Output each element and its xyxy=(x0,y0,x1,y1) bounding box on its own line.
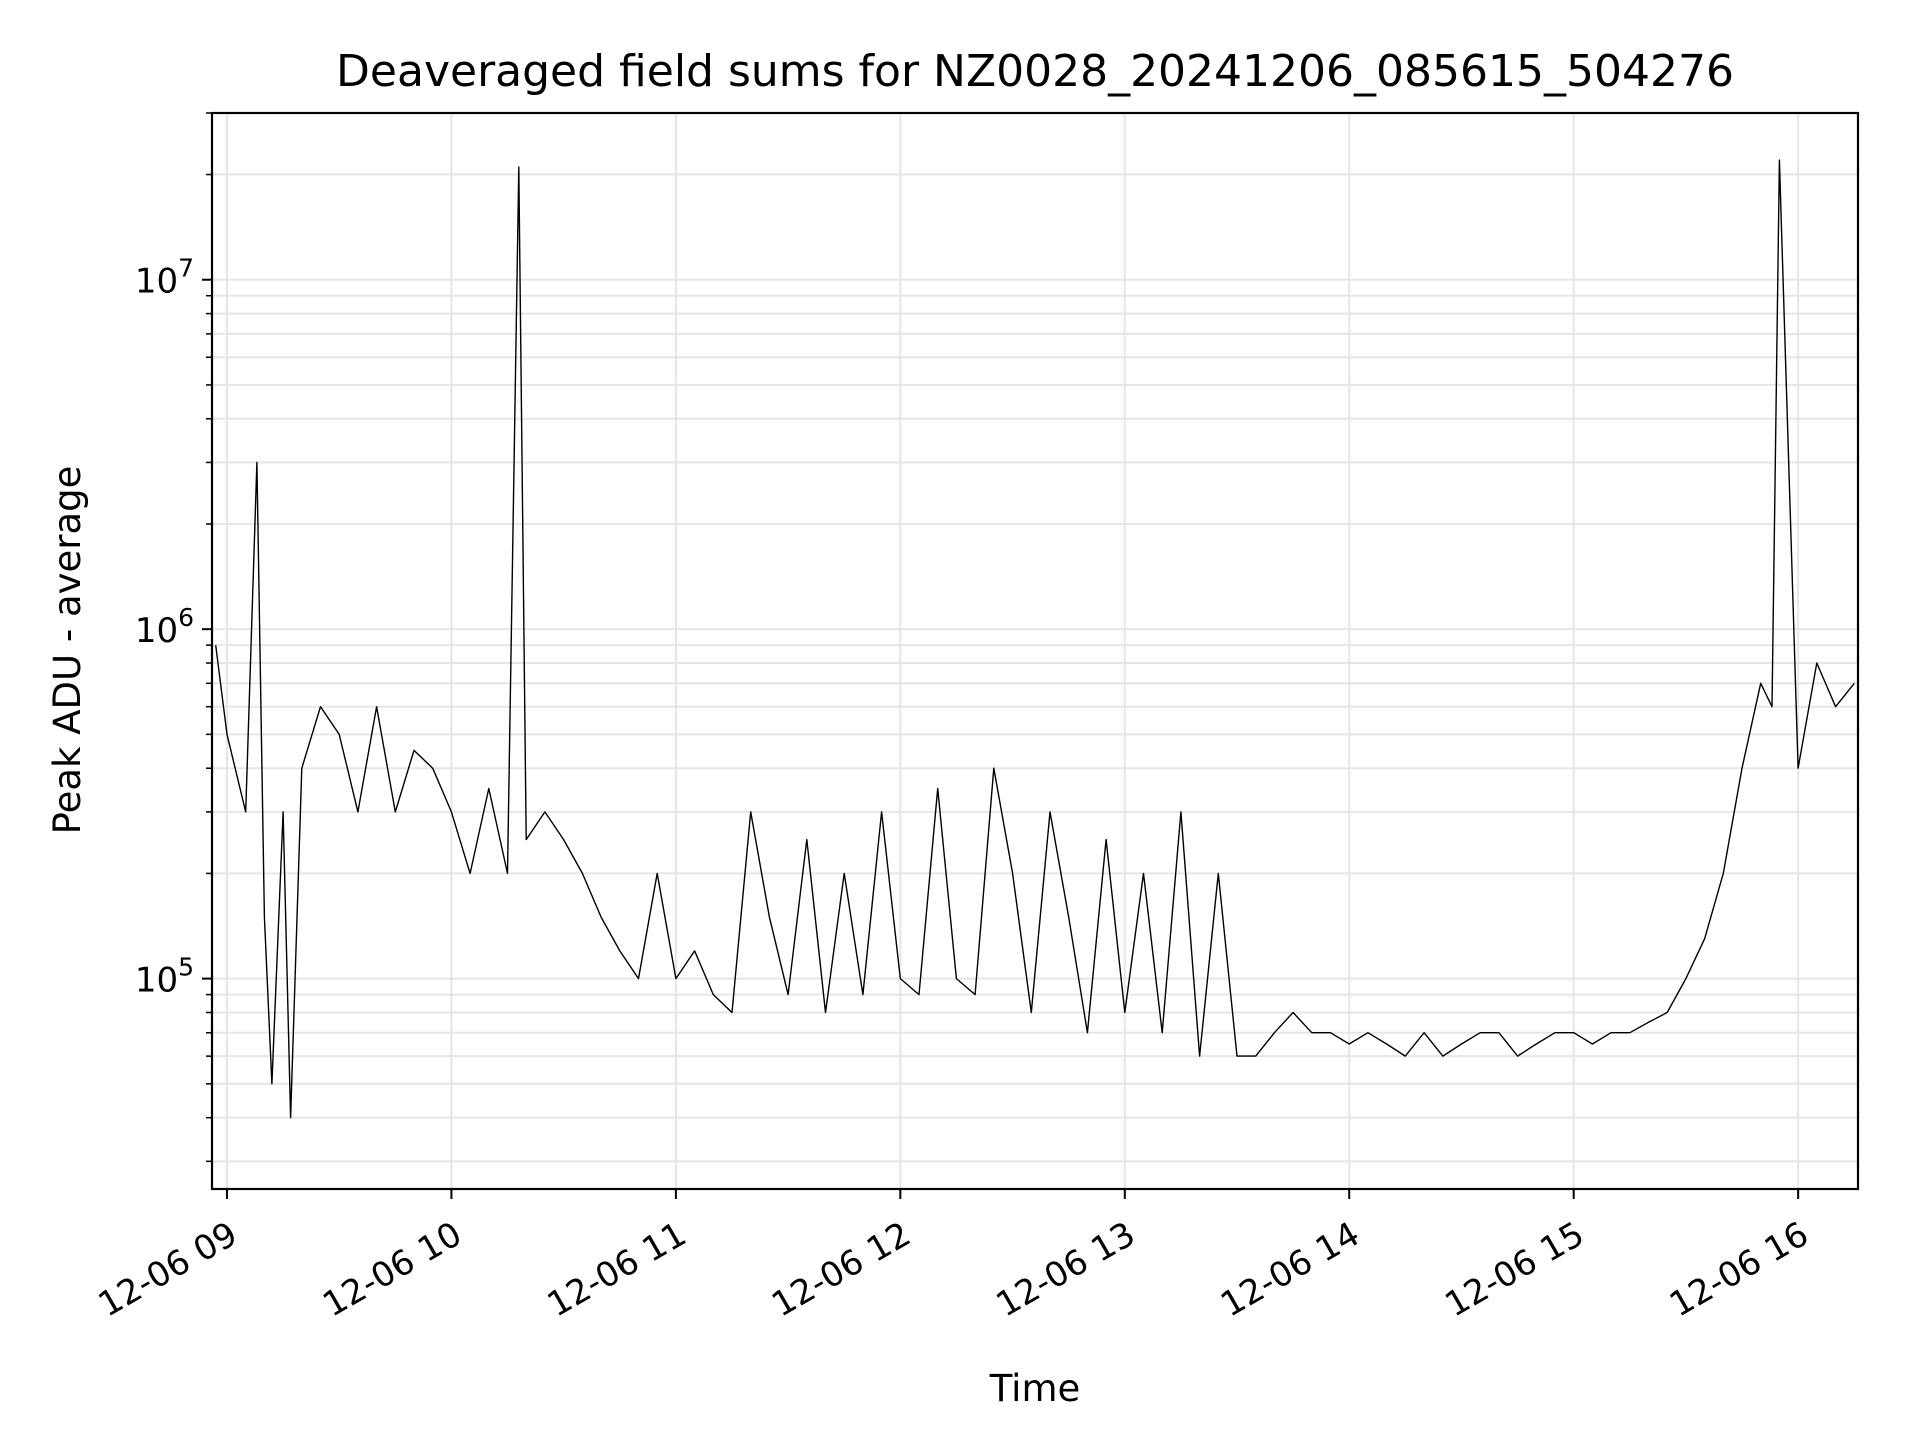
x-axis-label: Time xyxy=(989,1367,1081,1410)
y-axis: 105 106 107 xyxy=(135,112,212,1163)
y-tick-label: 105 xyxy=(135,953,194,1001)
series xyxy=(215,159,1855,1119)
series-line-0 xyxy=(215,159,1855,1119)
chart-title: Deaveraged field sums for NZ0028_2024120… xyxy=(336,46,1734,97)
grid xyxy=(212,112,1858,1189)
y-tick-label: 106 xyxy=(135,603,194,651)
y-tick-label: 107 xyxy=(135,254,194,302)
plot-frame xyxy=(210,111,1860,1191)
y-axis-label: Peak ADU - average xyxy=(46,466,89,835)
